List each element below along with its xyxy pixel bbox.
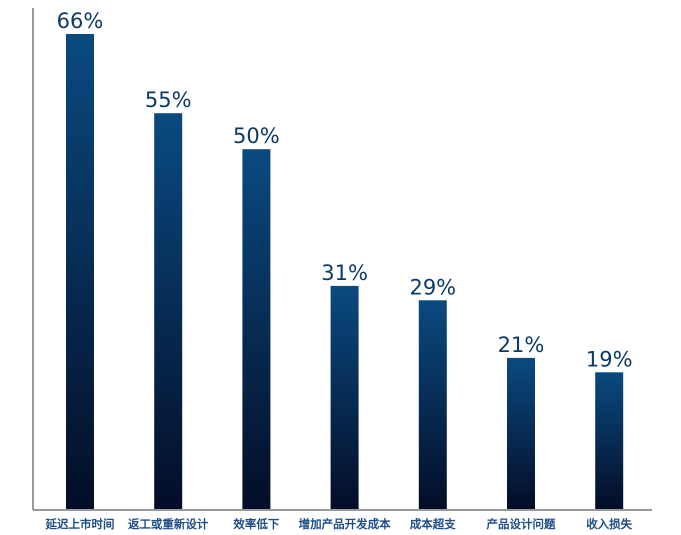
category-label-3: 效率低下 bbox=[233, 517, 279, 531]
value-label-3: 50% bbox=[233, 124, 280, 148]
category-label-7: 收入损失 bbox=[586, 517, 632, 531]
bar-2 bbox=[154, 113, 183, 509]
value-label-5: 29% bbox=[409, 275, 456, 299]
category-label-4: 增加产品开发成本 bbox=[299, 517, 391, 531]
bar-3 bbox=[242, 149, 271, 509]
value-label-7: 19% bbox=[586, 347, 633, 371]
value-label-4: 31% bbox=[321, 261, 368, 285]
value-label-6: 21% bbox=[498, 333, 545, 357]
category-label-5: 成本超支 bbox=[410, 517, 456, 531]
bar-4 bbox=[330, 285, 359, 509]
bar-5 bbox=[418, 300, 447, 509]
category-label-1: 延迟上市时间 bbox=[45, 517, 115, 531]
bar-6 bbox=[507, 357, 535, 509]
bar-7 bbox=[595, 372, 624, 509]
value-label-2: 55% bbox=[145, 88, 192, 112]
value-label-1: 66% bbox=[57, 9, 104, 33]
category-label-2: 返工或重新设计 bbox=[128, 517, 209, 531]
category-label-6: 产品设计问题 bbox=[487, 517, 556, 531]
bar-1 bbox=[66, 34, 94, 509]
